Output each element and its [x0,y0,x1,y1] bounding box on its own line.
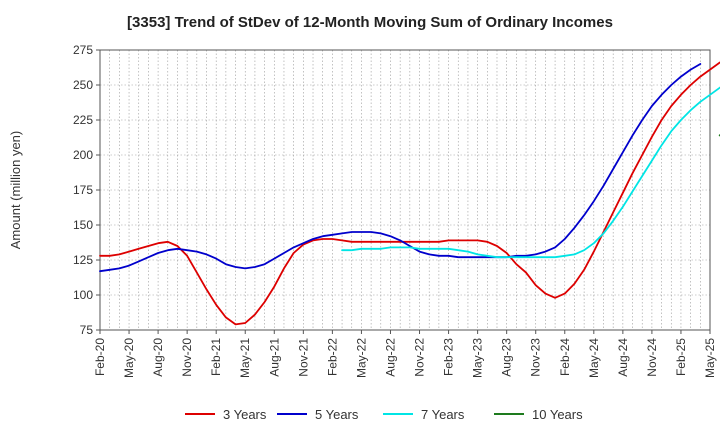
y-tick-label: 250 [73,78,93,92]
x-tick-label: Feb-23 [442,338,456,376]
x-tick-label: Feb-22 [325,338,339,376]
series-line-7-years [342,81,720,257]
y-tick-label: 225 [73,113,93,127]
series-line-5-years [100,64,700,271]
x-tick-label: May-22 [354,338,368,378]
y-tick-label: 75 [80,323,94,337]
legend-label-10-years: 10 Years [532,407,583,422]
x-tick-label: May-25 [703,338,717,378]
legend: 3 Years 5 Years 7 Years 10 Years [185,407,583,422]
x-tick-label: Nov-20 [180,338,194,377]
x-tick-label: Feb-20 [93,338,107,376]
x-tick-label: Feb-25 [674,338,688,376]
legend-label-3-years: 3 Years [223,407,267,422]
x-tick-label: Nov-24 [645,338,659,377]
x-tick-label: May-21 [238,338,252,378]
x-tick-label: Feb-21 [209,338,223,376]
y-tick-label: 200 [73,148,93,162]
x-tick-label: Aug-20 [151,338,165,377]
x-tick-label: Feb-24 [558,338,572,376]
y-tick-label: 125 [73,253,93,267]
x-tick-label: Nov-22 [413,338,427,377]
y-tick-label: 275 [73,43,93,57]
x-tick-label: Aug-21 [267,338,281,377]
legend-label-7-years: 7 Years [421,407,465,422]
x-axis-ticks: Feb-20 May-20 Aug-20 Nov-20 Feb-21 May-21 Aug-… [93,330,717,378]
x-tick-label: Aug-23 [500,338,514,377]
y-tick-label: 175 [73,183,93,197]
x-tick-label: May-20 [122,338,136,378]
y-axis-ticks: 75 100 125 150 175 200 225 250 275 [73,43,100,337]
legend-label-5-years: 5 Years [315,407,359,422]
x-tick-label: Nov-23 [529,338,543,377]
x-tick-label: Aug-22 [383,338,397,377]
y-axis-label: Amount (million yen) [8,131,23,250]
y-tick-label: 150 [73,218,93,232]
chart-title: [3353] Trend of StDev of 12-Month Moving… [127,14,613,31]
x-tick-label: May-24 [587,338,601,378]
x-tick-label: Nov-21 [296,338,310,377]
x-tick-label: May-23 [471,338,485,378]
grid-lines [100,50,710,330]
y-tick-label: 100 [73,288,93,302]
x-tick-label: Aug-24 [616,338,630,377]
